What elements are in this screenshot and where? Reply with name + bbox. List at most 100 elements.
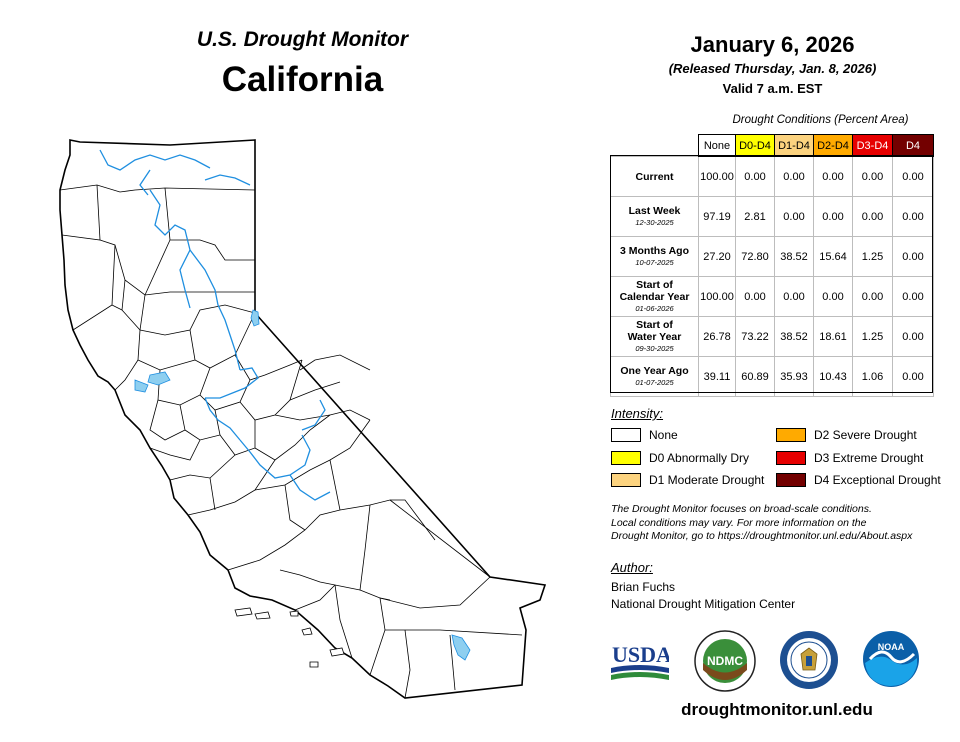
table-cell: 0.00	[774, 196, 814, 237]
usda-logo: USDA	[611, 642, 669, 680]
row-date: 01-07-2025	[635, 377, 674, 387]
table-cell: 0.00	[735, 156, 775, 197]
table-cell: 26.78	[698, 316, 736, 357]
row-title: Start of Calendar Year	[619, 278, 690, 303]
table-cell: 100.00	[698, 156, 736, 197]
legend-swatch	[776, 473, 806, 487]
row-label: One Year Ago 01-07-2025	[610, 356, 699, 397]
ndmc-logo: NDMC	[694, 630, 756, 692]
county-boundaries	[59, 184, 523, 699]
legend-swatch	[776, 428, 806, 442]
table-row: Start of Water Year 09-30-2025 26.78 73.2…	[610, 316, 934, 357]
table-cell: 0.00	[852, 156, 893, 197]
row-title: 3 Months Ago	[619, 244, 690, 257]
table-cell: 0.00	[813, 276, 853, 317]
table-cell: 39.11	[698, 356, 736, 397]
valid-time: Valid 7 a.m. EST	[722, 81, 823, 96]
author-heading: Author:	[611, 560, 653, 575]
row-label: Start of Water Year 09-30-2025	[610, 316, 699, 357]
table-corner	[611, 135, 699, 157]
row-date: 12-30-2025	[635, 217, 674, 227]
table-cell: 0.00	[892, 276, 934, 317]
table-cell: 10.43	[813, 356, 853, 397]
table-caption: Drought Conditions (Percent Area)	[732, 114, 909, 126]
california-map	[59, 139, 547, 699]
table-cell: 0.00	[892, 196, 934, 237]
note-line: Drought Monitor, go to https://droughtmo…	[611, 530, 913, 542]
note-line: The Drought Monitor focuses on broad-sca…	[611, 503, 872, 515]
legend-label: D4 Exceptional Drought	[814, 473, 941, 487]
table-cell: 0.00	[892, 156, 934, 197]
row-title: Start of Water Year	[627, 318, 682, 343]
legend-label: D2 Severe Drought	[814, 428, 917, 442]
drought-conditions-table: None D0-D4 D1-D4 D2-D4 D3-D4 D4 Current …	[610, 134, 934, 397]
legend-swatch	[611, 428, 641, 442]
table-cell: 1.06	[852, 356, 893, 397]
table-cell: 72.80	[735, 236, 775, 277]
legend-swatch	[611, 451, 641, 465]
table-row: One Year Ago 01-07-2025 39.11 60.89 35.93…	[610, 356, 934, 397]
table-cell: 60.89	[735, 356, 775, 397]
noaa-logo: NOAA	[863, 631, 919, 687]
table-cell: 15.64	[813, 236, 853, 277]
commerce-seal-logo	[780, 631, 838, 689]
legend-label: D3 Extreme Drought	[814, 451, 924, 465]
map-date: January 6, 2026	[690, 32, 855, 57]
legend-item-d3: D3 Extreme Drought	[776, 451, 923, 465]
table-cell: 0.00	[892, 316, 934, 357]
rivers	[99, 149, 331, 501]
author-name: Brian Fuchs	[611, 580, 676, 594]
legend-item-d0: D0 Abnormally Dry	[611, 451, 749, 465]
table-cell: 18.61	[813, 316, 853, 357]
table-cell: 1.25	[852, 236, 893, 277]
row-title: Current	[635, 170, 674, 183]
legend-label: None	[649, 428, 678, 442]
table-cell: 38.52	[774, 316, 814, 357]
legend-title: Intensity:	[611, 406, 664, 421]
author-organization: National Drought Mitigation Center	[611, 597, 796, 611]
row-date: 01-06-2026	[635, 303, 674, 313]
legend-item-d2: D2 Severe Drought	[776, 428, 917, 442]
row-date: 09-30-2025	[635, 343, 674, 353]
legend-item-none: None	[611, 428, 678, 442]
table-cell: 0.00	[852, 276, 893, 317]
table-cell: 0.00	[813, 196, 853, 237]
row-label: Current	[610, 156, 699, 197]
table-cell: 35.93	[774, 356, 814, 397]
table-row: Start of Calendar Year 01-06-2026 100.00 …	[610, 276, 934, 317]
column-header-d0-d4: D0-D4	[735, 134, 775, 157]
table-cell: 100.00	[698, 276, 736, 317]
row-title: One Year Ago	[620, 364, 689, 377]
row-date: 10-07-2025	[635, 257, 674, 267]
map-subtitle: U.S. Drought Monitor	[196, 28, 409, 51]
noaa-logo-text: NOAA	[878, 642, 905, 652]
legend-item-d4: D4 Exceptional Drought	[776, 473, 941, 487]
legend-swatch	[776, 451, 806, 465]
release-date: (Released Thursday, Jan. 8, 2026)	[668, 61, 877, 76]
table-cell: 0.00	[735, 276, 775, 317]
table-cell: 1.25	[852, 316, 893, 357]
table-row: Current 100.00 0.00 0.00 0.00 0.00 0.00	[610, 156, 934, 197]
legend-label: D1 Moderate Drought	[649, 473, 765, 487]
website-url[interactable]: droughtmonitor.unl.edu	[681, 700, 873, 719]
table-cell: 0.00	[774, 276, 814, 317]
water-bodies	[134, 309, 471, 661]
table-cell: 27.20	[698, 236, 736, 277]
table-cell: 0.00	[892, 356, 934, 397]
usda-logo-text: USDA	[612, 642, 669, 667]
column-header-d4: D4	[892, 134, 934, 157]
note-line: Local conditions may vary. For more info…	[611, 516, 867, 529]
table-cell: 73.22	[735, 316, 775, 357]
table-cell: 0.00	[813, 156, 853, 197]
row-title: Last Week	[628, 204, 681, 217]
table-row: Last Week 12-30-2025 97.19 2.81 0.00 0.00…	[610, 196, 934, 237]
table-cell: 2.81	[735, 196, 775, 237]
table-cell: 0.00	[852, 196, 893, 237]
column-header-none: None	[698, 134, 736, 157]
channel-islands	[234, 607, 345, 668]
map-title: California	[221, 60, 384, 99]
column-header-d2-d4: D2-D4	[813, 134, 853, 157]
disclaimer-note: The Drought Monitor focuses on broad-sca…	[611, 503, 951, 544]
column-header-d1-d4: D1-D4	[774, 134, 814, 157]
table-cell: 0.00	[774, 156, 814, 197]
